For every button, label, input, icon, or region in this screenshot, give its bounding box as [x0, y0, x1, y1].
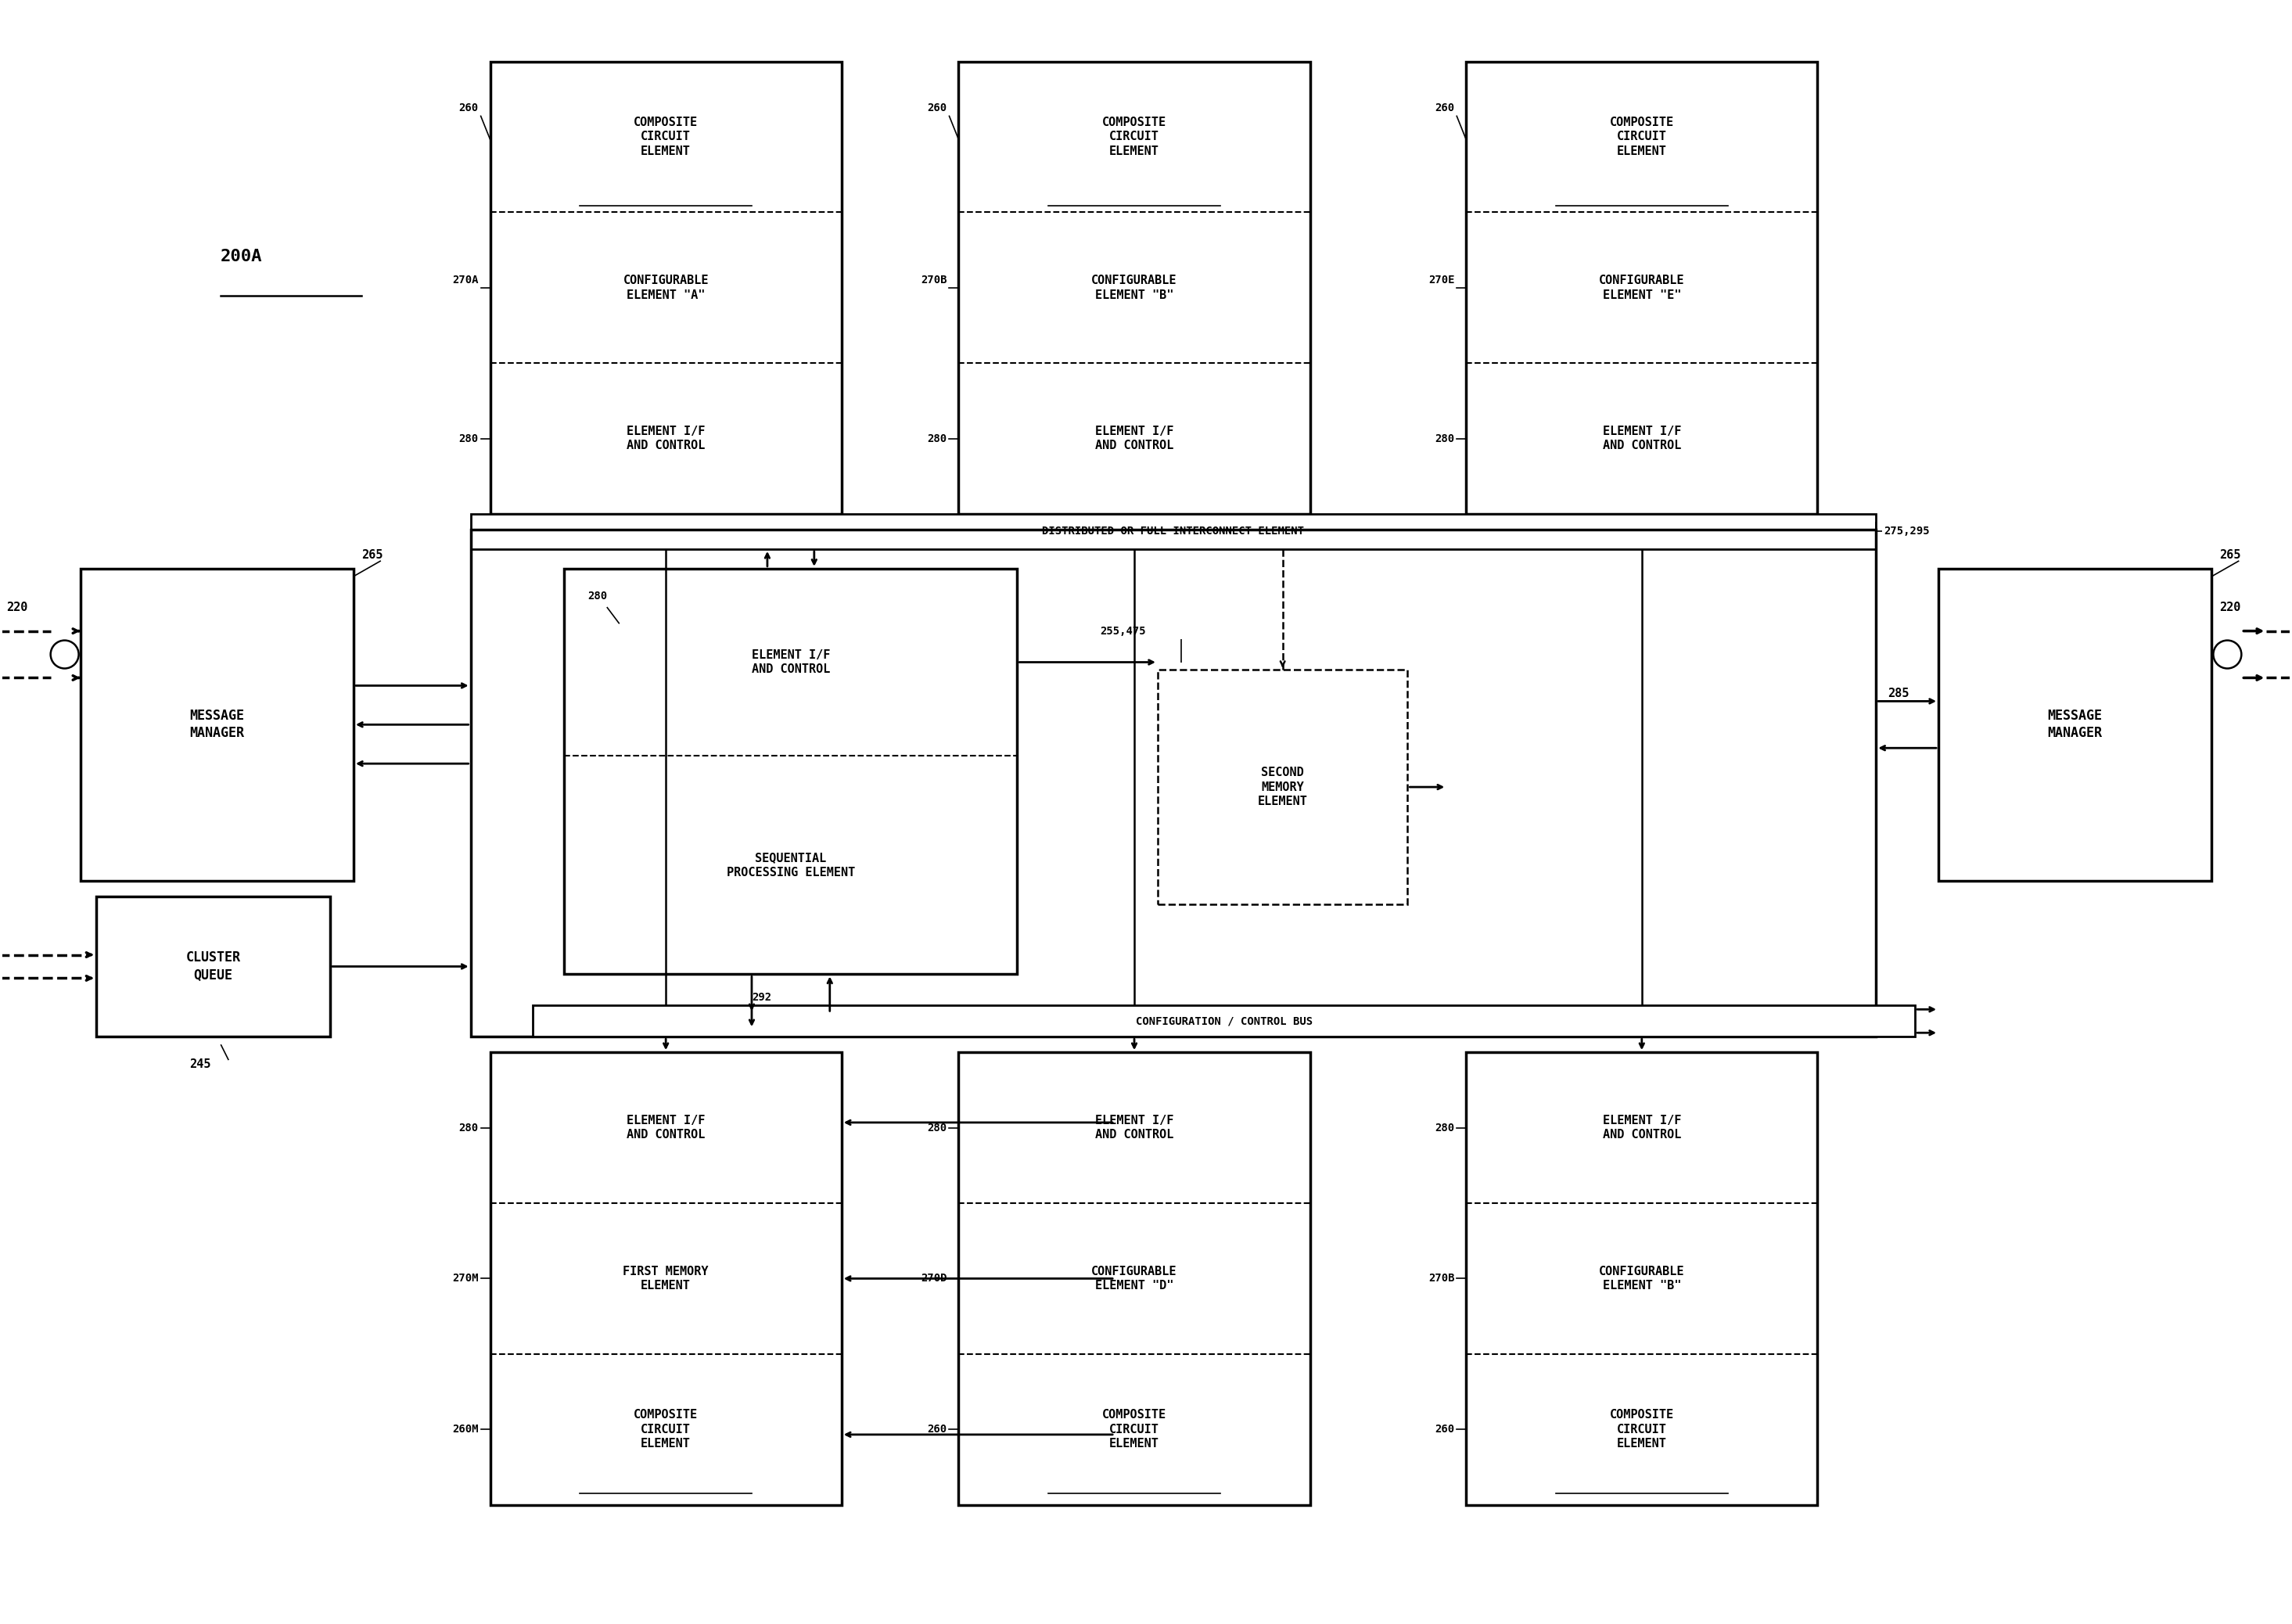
Text: CONFIGURABLE
ELEMENT "A": CONFIGURABLE ELEMENT "A": [623, 274, 708, 300]
Bar: [1467, 62, 1818, 513]
Text: ELEMENT I/F
AND CONTROL: ELEMENT I/F AND CONTROL: [1096, 425, 1174, 451]
Text: 270D: 270D: [921, 1273, 947, 1285]
Text: ELEMENT I/F
AND CONTROL: ELEMENT I/F AND CONTROL: [1602, 1114, 1680, 1140]
Text: CONFIGURABLE
ELEMENT "D": CONFIGURABLE ELEMENT "D": [1091, 1265, 1178, 1291]
Text: ELEMENT I/F
AND CONTROL: ELEMENT I/F AND CONTROL: [1602, 425, 1680, 451]
Text: 200A: 200A: [220, 248, 264, 265]
Text: COMPOSITE
CIRCUIT
ELEMENT: COMPOSITE CIRCUIT ELEMENT: [633, 1410, 699, 1450]
Bar: [470, 529, 1877, 1036]
Bar: [490, 62, 841, 513]
Bar: [1157, 671, 1407, 905]
Text: 280: 280: [928, 1122, 947, 1134]
Text: ELEMENT I/F
AND CONTROL: ELEMENT I/F AND CONTROL: [626, 1114, 706, 1140]
Bar: [80, 568, 353, 880]
Bar: [490, 1052, 841, 1505]
Text: 280: 280: [928, 434, 947, 443]
Text: 280: 280: [458, 434, 479, 443]
Bar: [958, 62, 1311, 513]
Text: COMPOSITE
CIRCUIT
ELEMENT: COMPOSITE CIRCUIT ELEMENT: [1102, 117, 1167, 158]
Text: 260: 260: [928, 1424, 947, 1436]
Text: 260: 260: [1435, 102, 1455, 114]
Text: COMPOSITE
CIRCUIT
ELEMENT: COMPOSITE CIRCUIT ELEMENT: [633, 117, 699, 158]
Text: ELEMENT I/F
AND CONTROL: ELEMENT I/F AND CONTROL: [626, 425, 706, 451]
Text: 245: 245: [190, 1059, 211, 1070]
Bar: [96, 896, 330, 1036]
Text: DISTRIBUTED OR FULL INTERCONNECT ELEMENT: DISTRIBUTED OR FULL INTERCONNECT ELEMENT: [1043, 526, 1304, 538]
Text: COMPOSITE
CIRCUIT
ELEMENT: COMPOSITE CIRCUIT ELEMENT: [1609, 1410, 1673, 1450]
Text: 260M: 260M: [452, 1424, 479, 1436]
Text: 280: 280: [587, 591, 607, 601]
Text: CONFIGURABLE
ELEMENT "B": CONFIGURABLE ELEMENT "B": [1600, 1265, 1685, 1291]
Text: FIRST MEMORY
ELEMENT: FIRST MEMORY ELEMENT: [623, 1265, 708, 1291]
Bar: [470, 513, 1877, 549]
Text: 280: 280: [1435, 1122, 1455, 1134]
Text: 220: 220: [2219, 603, 2242, 614]
Text: 260: 260: [1435, 1424, 1455, 1436]
Text: 220: 220: [7, 603, 28, 614]
Bar: [958, 1052, 1311, 1505]
Text: 270E: 270E: [1428, 274, 1455, 286]
Text: ELEMENT I/F
AND CONTROL: ELEMENT I/F AND CONTROL: [1096, 1114, 1174, 1140]
Text: SECOND
MEMORY
ELEMENT: SECOND MEMORY ELEMENT: [1258, 767, 1309, 807]
Text: 270B: 270B: [1428, 1273, 1455, 1285]
Text: ELEMENT I/F
AND CONTROL: ELEMENT I/F AND CONTROL: [752, 650, 830, 676]
Text: 265: 265: [362, 549, 383, 560]
Text: 255,475: 255,475: [1100, 625, 1146, 637]
Text: 265: 265: [2219, 549, 2242, 560]
Text: 270A: 270A: [452, 274, 479, 286]
Text: COMPOSITE
CIRCUIT
ELEMENT: COMPOSITE CIRCUIT ELEMENT: [1102, 1410, 1167, 1450]
Text: 270M: 270M: [452, 1273, 479, 1285]
Text: 285: 285: [1889, 687, 1909, 700]
Text: CONFIGURABLE
ELEMENT "B": CONFIGURABLE ELEMENT "B": [1091, 274, 1178, 300]
Text: 280: 280: [1435, 434, 1455, 443]
Text: CONFIGURABLE
ELEMENT "E": CONFIGURABLE ELEMENT "E": [1600, 274, 1685, 300]
Bar: [1467, 1052, 1818, 1505]
Text: 270B: 270B: [921, 274, 947, 286]
Text: SEQUENTIAL
PROCESSING ELEMENT: SEQUENTIAL PROCESSING ELEMENT: [727, 853, 855, 879]
Text: COMPOSITE
CIRCUIT
ELEMENT: COMPOSITE CIRCUIT ELEMENT: [1609, 117, 1673, 158]
Text: MESSAGE
MANAGER: MESSAGE MANAGER: [2047, 710, 2102, 741]
Text: MESSAGE
MANAGER: MESSAGE MANAGER: [190, 710, 245, 741]
Bar: [564, 568, 1018, 974]
Text: 260: 260: [928, 102, 947, 114]
Bar: [1939, 568, 2212, 880]
Text: CLUSTER
QUEUE: CLUSTER QUEUE: [186, 950, 241, 983]
Text: 280: 280: [458, 1122, 479, 1134]
Text: 292: 292: [752, 992, 772, 1004]
Bar: [534, 1005, 1916, 1036]
Text: 275,295: 275,295: [1884, 526, 1930, 538]
Text: CONFIGURATION / CONTROL BUS: CONFIGURATION / CONTROL BUS: [1135, 1015, 1313, 1026]
Text: 260: 260: [458, 102, 479, 114]
